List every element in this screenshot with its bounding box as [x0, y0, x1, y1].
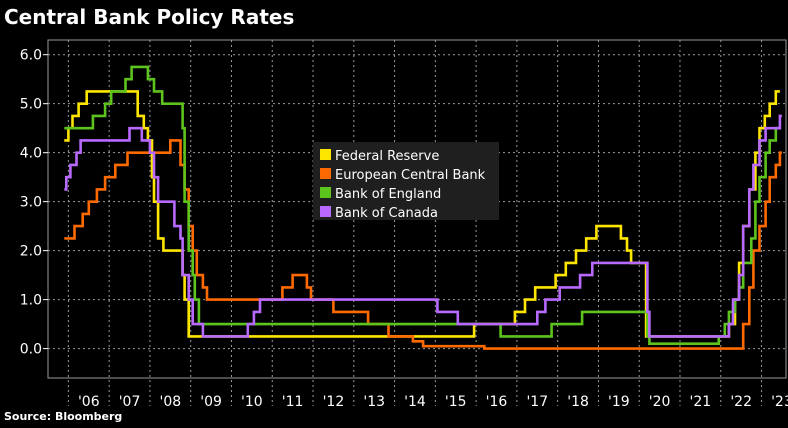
chart-title: Central Bank Policy Rates	[4, 5, 295, 29]
legend-label: Bank of Canada	[335, 206, 438, 221]
x-tick-label: '21	[690, 394, 712, 410]
y-tick-label: 6.0	[20, 48, 42, 64]
legend-swatch	[320, 187, 331, 198]
series-line-2	[64, 65, 780, 345]
x-tick-label: '13	[363, 394, 385, 410]
x-tick-label: '16	[486, 394, 508, 410]
x-tick-label: '22	[730, 394, 752, 410]
series-line-1	[64, 139, 782, 350]
x-tick-label: '11	[282, 394, 304, 410]
series-lines	[64, 65, 782, 350]
legend-label: Bank of England	[335, 187, 441, 202]
x-tick-label: '06	[78, 394, 100, 410]
x-tick-label: '14	[404, 394, 426, 410]
x-tick-label: '20	[649, 394, 671, 410]
x-tick-label: '15	[445, 394, 467, 410]
legend-label: Federal Reserve	[335, 149, 439, 164]
x-tick-label: '12	[323, 394, 345, 410]
x-tick-label: '18	[567, 394, 589, 410]
y-tick-label: 5.0	[20, 97, 42, 113]
x-tick-label: '08	[159, 394, 181, 410]
y-tick-label: 3.0	[20, 195, 42, 211]
y-tick-label: 4.0	[20, 146, 42, 162]
x-tick-label: '19	[608, 394, 630, 410]
legend-swatch	[320, 168, 331, 179]
series-line-3	[64, 114, 782, 338]
y-axis-ticks: 0.0 1.0 2.0 3.0 4.0 5.0 6.0	[20, 48, 48, 358]
x-tick-label: '23	[771, 394, 788, 410]
x-tick-label: '07	[119, 394, 141, 410]
legend-swatch	[320, 149, 331, 160]
y-tick-label: 1.0	[20, 293, 42, 309]
y-tick-label: 2.0	[20, 244, 42, 260]
legend-box	[313, 142, 499, 220]
source-note: Source: Bloomberg	[4, 410, 123, 423]
legend-swatch	[320, 206, 331, 217]
legend: Federal Reserve European Central Bank Bank…	[313, 142, 499, 221]
x-tick-label: '17	[526, 394, 548, 410]
legend-label: European Central Bank	[335, 168, 486, 183]
y-tick-label: 0.0	[20, 342, 42, 358]
x-tick-label: '10	[241, 394, 263, 410]
plot-frame	[47, 39, 787, 379]
x-axis-ticks: '06 '07 '08 '09 '10 '11 '12 '13 '14 '15 '16 '17 '18 '…	[78, 394, 788, 410]
x-tick-label: '09	[200, 394, 222, 410]
